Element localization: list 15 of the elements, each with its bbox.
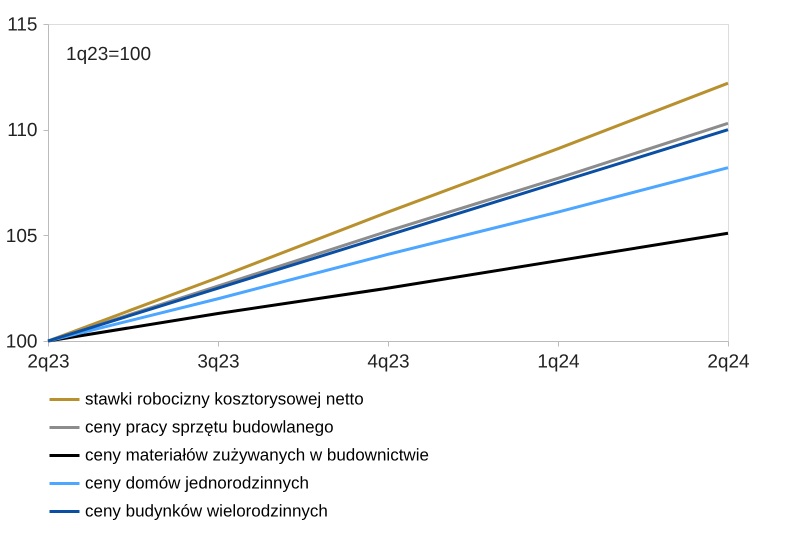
legend-label: ceny budynków wielorodzinnych — [85, 502, 328, 520]
y-tick-label: 110 — [7, 120, 38, 142]
legend-label: ceny pracy sprzętu budowlanego — [85, 418, 334, 436]
y-tick-label: 105 — [6, 226, 38, 247]
y-tick-label: 100 — [6, 332, 38, 352]
x-tick-label: 2q24 — [707, 352, 750, 372]
legend-label: ceny materiałów zużywanych w budownictwie — [85, 446, 429, 464]
annotation: 1q23=100 — [66, 44, 152, 65]
y-tick-label: 115 — [7, 14, 38, 36]
x-tick-label: 4q23 — [367, 352, 410, 372]
x-tick-label: 3q23 — [197, 352, 240, 372]
legend-label: ceny domów jednorodzinnych — [85, 474, 309, 492]
legend-label: stawki robocizny kosztorysowej netto — [85, 390, 364, 408]
x-tick-label: 2q23 — [27, 352, 70, 372]
x-tick-label: 1q24 — [537, 352, 580, 372]
